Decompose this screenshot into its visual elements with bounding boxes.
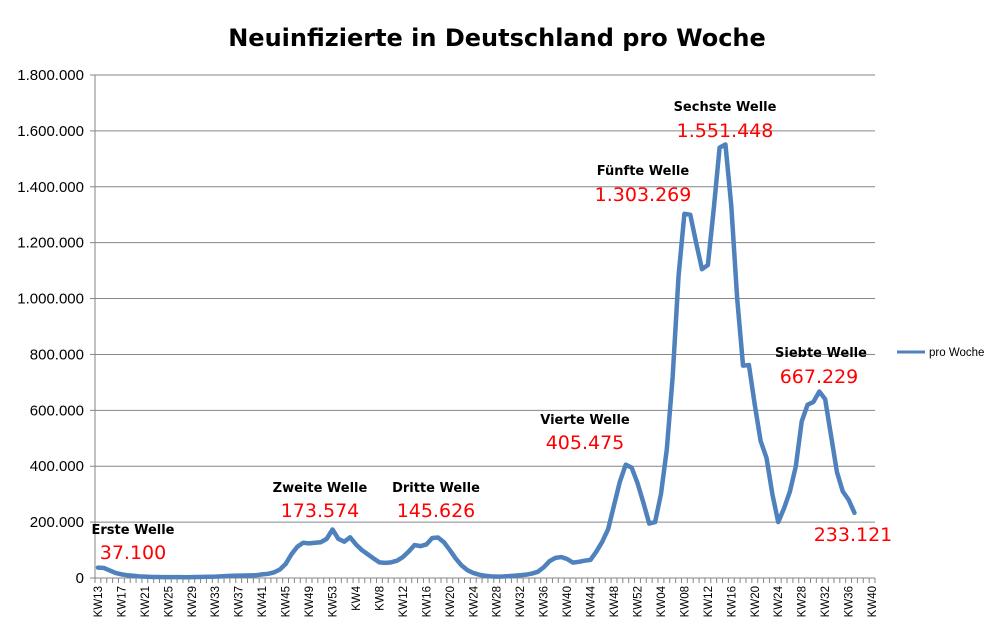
annotation-value-last: 233.121 — [814, 524, 893, 546]
x-tick-label: KW29 — [187, 586, 199, 617]
x-tick-label: KW04 — [656, 585, 668, 617]
y-tick-label: 1.800.000 — [17, 67, 84, 84]
x-tick-label: KW49 — [304, 586, 316, 617]
x-tick-label: KW40 — [867, 586, 879, 617]
x-tick-label: KW12 — [398, 586, 410, 617]
x-tick-label: KW13 — [93, 586, 105, 617]
x-tick-label: KW52 — [632, 586, 644, 617]
wave-annotations: Erste Welle 37.100 Zweite Welle 173.574 … — [91, 100, 892, 564]
annotation-value-sechste-welle: 1.551.448 — [677, 120, 774, 142]
gridlines — [90, 74, 875, 579]
axes — [94, 75, 876, 583]
annotation-label-zweite-welle: Zweite Welle — [273, 481, 368, 496]
x-tick-label: KW20 — [750, 586, 762, 617]
series-group — [95, 142, 857, 580]
x-tick-label: KW37 — [234, 586, 246, 617]
annotation-label-erste-welle: Erste Welle — [91, 523, 174, 538]
x-tick-label: KW45 — [281, 586, 293, 617]
annotation-label-vierte-welle: Vierte Welle — [540, 413, 630, 428]
x-tick-label: KW32 — [820, 586, 832, 617]
y-tick-label: 1.400.000 — [17, 179, 84, 196]
annotation-label-fuenfte-welle: Fünfte Welle — [597, 164, 690, 179]
annotation-value-erste-welle: 37.100 — [100, 542, 166, 564]
x-tick-label: KW40 — [562, 586, 574, 617]
y-tick-label: 200.000 — [30, 514, 84, 531]
legend-label-pro-woche: pro Woche — [929, 347, 984, 359]
y-axis-tick-labels: 0 200.000 400.000 600.000 800.000 1.000.000 1.… — [17, 67, 84, 587]
x-tick-label: KW8 — [374, 586, 386, 611]
x-tick-label: KW41 — [257, 586, 269, 617]
x-axis-tick-labels: KW13 KW17 KW21 KW25 KW29 KW33 KW37 KW41 KW45 KW49… — [93, 585, 879, 617]
x-tick-label: KW16 — [421, 586, 433, 617]
x-tick-label: KW25 — [163, 586, 175, 617]
x-tick-label: KW32 — [515, 586, 527, 617]
chart-title: Neuinfizierte in Deutschland pro Woche — [228, 24, 766, 52]
x-tick-label: KW24 — [468, 585, 480, 617]
x-tick-label: KW4 — [351, 585, 363, 611]
y-tick-label: 0 — [76, 570, 84, 587]
y-tick-label: 1.200.000 — [17, 235, 84, 252]
series-line-pro-woche — [95, 142, 857, 580]
y-tick-label: 400.000 — [30, 458, 84, 475]
annotation-label-sechste-welle: Sechste Welle — [674, 100, 777, 115]
annotation-value-fuenfte-welle: 1.303.269 — [595, 184, 692, 206]
x-tick-label: KW36 — [539, 586, 551, 617]
x-tick-label: KW08 — [679, 586, 691, 617]
x-tick-label: KW12 — [703, 586, 715, 617]
annotation-label-dritte-welle: Dritte Welle — [392, 481, 480, 496]
x-tick-label: KW17 — [116, 586, 128, 617]
x-tick-label: KW53 — [328, 586, 340, 617]
x-tick-label: KW44 — [586, 585, 598, 617]
annotation-value-zweite-welle: 173.574 — [281, 500, 360, 522]
x-tick-label: KW36 — [844, 586, 856, 617]
annotation-value-siebte-welle: 667.229 — [780, 366, 859, 388]
y-tick-label: 600.000 — [30, 402, 84, 419]
x-tick-label: KW16 — [726, 586, 738, 617]
annotation-label-siebte-welle: Siebte Welle — [775, 346, 867, 361]
x-tick-label: KW21 — [140, 586, 152, 617]
annotation-value-vierte-welle: 405.475 — [546, 432, 625, 454]
annotation-value-dritte-welle: 145.626 — [397, 500, 476, 522]
y-tick-label: 1.600.000 — [17, 123, 84, 140]
y-tick-label: 1.000.000 — [17, 291, 84, 308]
x-tick-label: KW20 — [445, 586, 457, 617]
x-tick-label: KW33 — [210, 586, 222, 617]
x-tick-label: KW28 — [492, 586, 504, 617]
y-tick-label: 800.000 — [30, 346, 84, 363]
x-tick-label: KW28 — [797, 586, 809, 617]
x-tick-label: KW48 — [609, 586, 621, 617]
x-tick-label: KW24 — [773, 585, 785, 617]
legend: pro Woche — [897, 347, 984, 359]
